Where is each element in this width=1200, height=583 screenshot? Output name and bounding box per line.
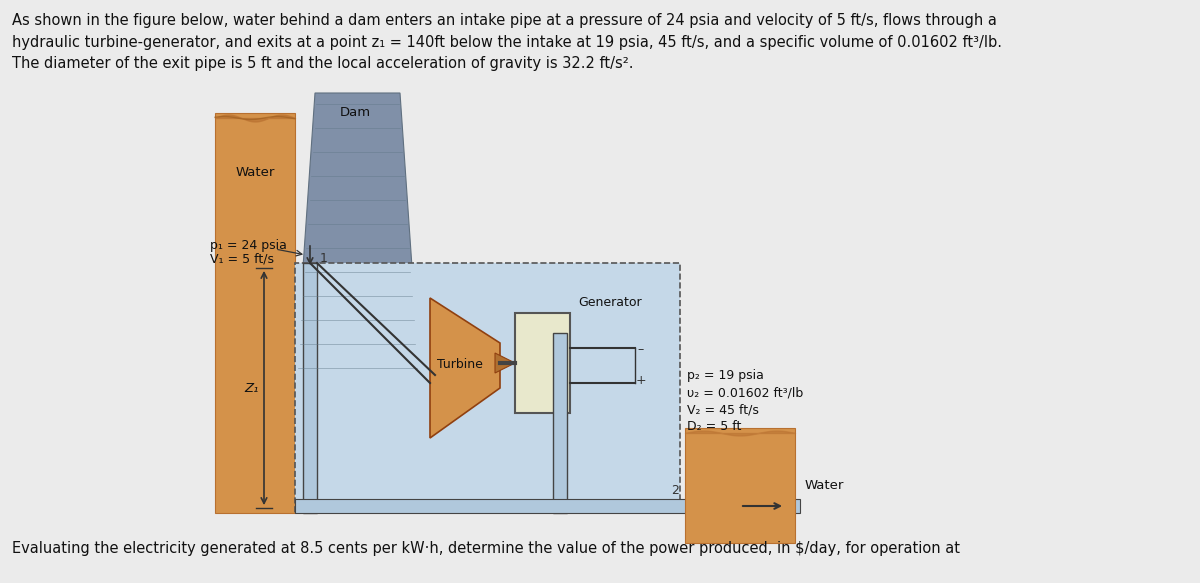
Text: Turbine: Turbine — [437, 359, 482, 371]
Bar — [515, 313, 570, 413]
Text: p₂ = 19 psia: p₂ = 19 psia — [686, 370, 764, 382]
Polygon shape — [295, 93, 420, 383]
Text: V₁ = 5 ft/s: V₁ = 5 ft/s — [210, 252, 274, 265]
Text: –: – — [638, 343, 644, 356]
Bar — [685, 428, 796, 543]
Text: V₂ = 45 ft/s: V₂ = 45 ft/s — [686, 403, 758, 416]
Bar — [302, 263, 317, 513]
Text: D₂ = 5 ft: D₂ = 5 ft — [686, 420, 742, 433]
Text: As shown in the figure below, water behind a dam enters an intake pipe at a pres: As shown in the figure below, water behi… — [12, 13, 1002, 71]
Text: +: + — [636, 374, 647, 388]
Text: Dam: Dam — [340, 107, 371, 120]
Text: Water: Water — [235, 167, 275, 180]
Text: Z₁: Z₁ — [245, 381, 259, 395]
Polygon shape — [496, 353, 515, 373]
Text: Evaluating the electricity generated at 8.5 cents per kW·h, determine the value : Evaluating the electricity generated at … — [12, 541, 960, 556]
Text: 2: 2 — [671, 483, 679, 497]
Text: p₁ = 24 psia: p₁ = 24 psia — [210, 238, 287, 251]
Polygon shape — [430, 298, 500, 438]
Text: Water: Water — [805, 479, 845, 492]
Text: υ₂ = 0.01602 ft³/lb: υ₂ = 0.01602 ft³/lb — [686, 387, 803, 399]
Bar — [295, 263, 680, 513]
Text: Generator: Generator — [578, 297, 642, 310]
Bar — [215, 113, 295, 513]
Bar — [295, 499, 800, 513]
Text: 1: 1 — [320, 251, 328, 265]
Bar — [553, 333, 568, 513]
